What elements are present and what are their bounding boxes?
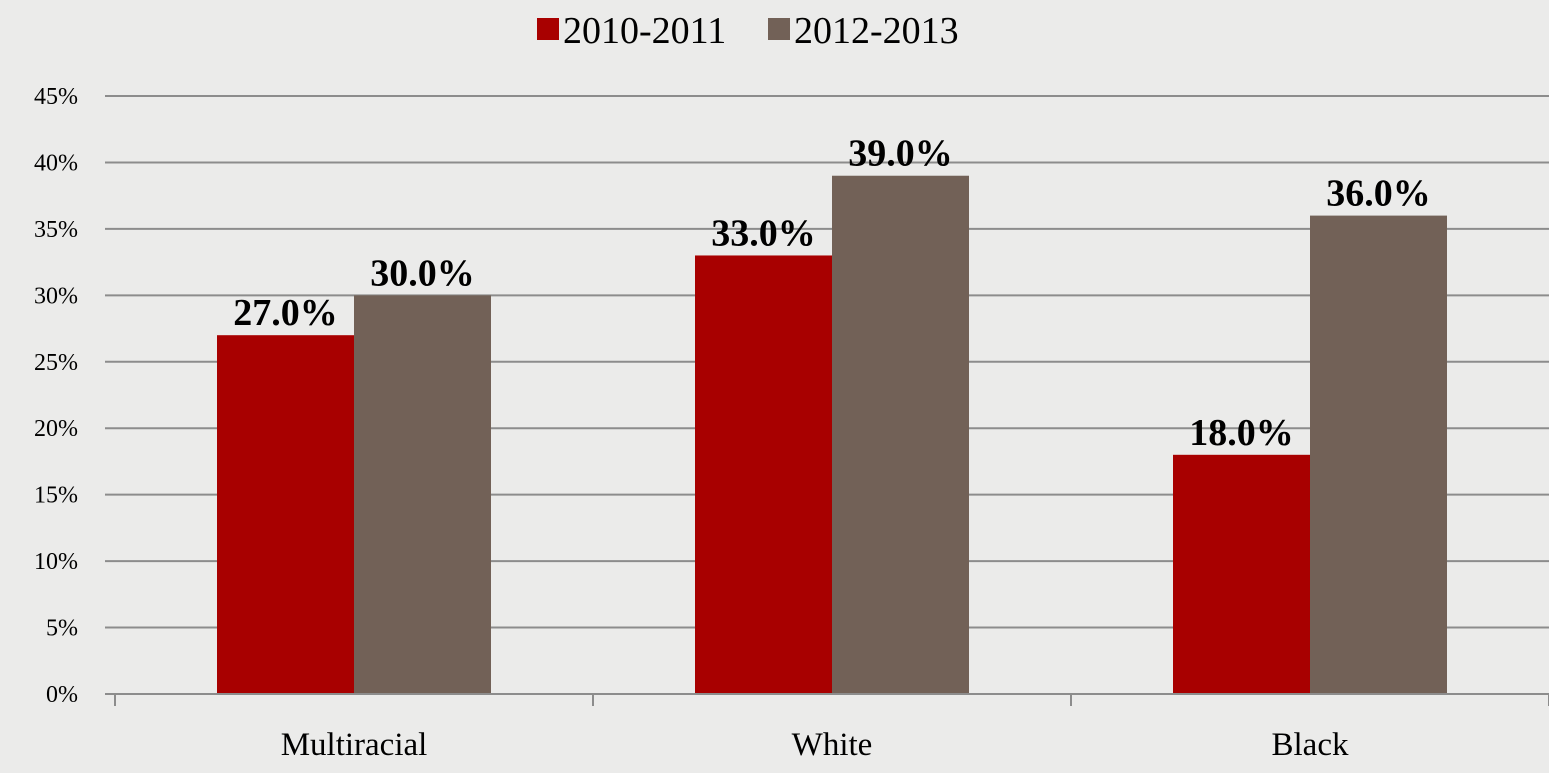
data-label: 36.0%	[1326, 173, 1431, 215]
bar	[354, 295, 491, 694]
x-category-label: Multiracial	[281, 727, 428, 763]
legend-swatch	[768, 18, 790, 40]
y-tick-label: 0%	[46, 682, 78, 708]
bar	[1173, 454, 1310, 694]
y-tick-label: 30%	[34, 283, 78, 309]
bar	[217, 335, 354, 694]
y-tick-label: 5%	[46, 616, 78, 642]
x-axis	[105, 693, 1549, 706]
y-axis-tick-labels: 0% 5% 10% 15% 20% 25% 30% 35% 40% 45%	[34, 84, 78, 708]
x-axis-category-labels: Multiracial White Black	[281, 727, 1349, 763]
x-category-label: White	[792, 727, 873, 763]
legend-swatch	[537, 18, 559, 40]
legend-label: 2012-2013	[794, 10, 959, 52]
y-tick-label: 45%	[34, 84, 78, 110]
y-tick-label: 40%	[34, 150, 78, 176]
y-tick-label: 10%	[34, 549, 78, 575]
data-label: 18.0%	[1189, 412, 1294, 454]
data-label: 30.0%	[370, 252, 475, 294]
legend-label: 2010-2011	[563, 10, 726, 52]
bars	[217, 175, 1447, 694]
x-category-label: Black	[1272, 727, 1349, 763]
data-label: 33.0%	[711, 212, 816, 254]
bar	[832, 175, 969, 694]
bar	[695, 255, 832, 694]
y-tick-label: 15%	[34, 483, 78, 509]
data-label: 27.0%	[233, 292, 338, 334]
y-tick-label: 25%	[34, 350, 78, 376]
data-label: 39.0%	[848, 133, 953, 175]
y-tick-label: 20%	[34, 416, 78, 442]
bar	[1310, 215, 1447, 694]
data-labels: 27.0% 30.0% 33.0% 39.0% 18.0% 36.0%	[233, 133, 1431, 454]
y-tick-label: 35%	[34, 217, 78, 243]
legend: 2010-2011 2012-2013	[537, 10, 959, 52]
